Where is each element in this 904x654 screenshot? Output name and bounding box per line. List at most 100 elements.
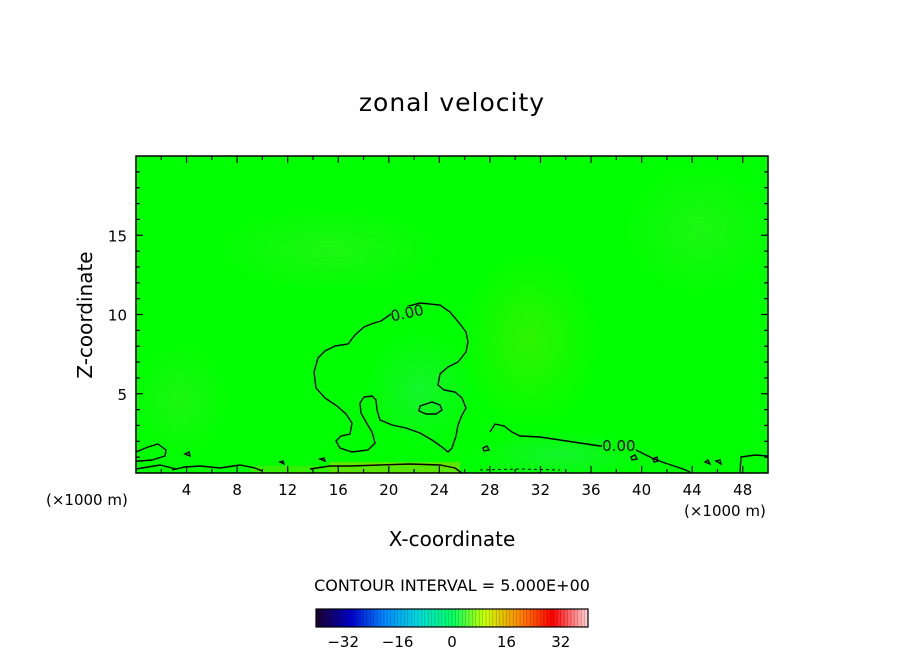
chart-title: zonal velocity [358,88,546,117]
colorbar-swatch [496,609,500,627]
x-tick-label: 8 [232,481,242,499]
colorbar-swatch [397,609,402,627]
colorbar-swatch [407,609,412,627]
y-tick-label: 5 [117,386,127,404]
y-tick-label: 10 [108,307,127,325]
field-shade [460,250,600,430]
colorbar-swatch [322,609,327,627]
colorbar-swatch [533,609,538,627]
colorbar-swatch [326,609,330,627]
colorbar-swatch [441,609,446,627]
colorbar-swatch [475,609,480,627]
colorbar-swatch [445,609,449,627]
x-tick-label: 12 [278,481,297,499]
colorbar-swatch [431,609,436,627]
colorbar-swatch [367,609,371,627]
colorbar-swatch [526,609,531,627]
colorbar [315,608,589,628]
colorbar-swatch [523,609,528,627]
contour-label: 0.00 [602,437,635,455]
colorbar-swatch [435,609,439,627]
contour-surface-right [739,454,768,473]
colorbar-swatch [424,609,429,627]
colorbar-swatch [394,609,398,627]
colorbar-swatch [479,609,483,627]
contour-surface-left-2 [136,464,177,470]
contour-lines [136,302,768,473]
colorbar-tick-label: 16 [497,633,516,651]
colorbar-swatch [401,609,405,627]
colorbar-swatch [373,609,378,627]
colorbar-swatch [537,609,541,627]
colorbar-swatch [316,609,320,627]
colorbar-swatch [506,609,511,627]
zero-contour-main [313,302,469,453]
colorbar-swatch [574,609,579,627]
colorbar-swatch [356,609,361,627]
colorbar-swatch [492,609,497,627]
colorbar-swatch [452,609,456,627]
x-unit-label-left: (×1000 m) [46,491,128,509]
colorbar-swatch [469,609,473,627]
x-tick-label: 4 [182,481,192,499]
colorbar-swatch [343,609,347,627]
colorbar-swatch [509,609,514,627]
colorbar-swatch [339,609,344,627]
colorbar-swatch [384,609,388,627]
colorbar-swatch [486,609,490,627]
colorbar-swatch [438,609,443,627]
x-tick-label: 24 [430,481,449,499]
field-shade [365,330,475,450]
contour-speck [183,450,192,458]
field-shade [136,340,230,460]
colorbar-swatch [421,609,426,627]
colorbar-swatch [428,609,432,627]
contour-surface-band [171,464,263,472]
x-tick-label: 36 [581,481,600,499]
colorbar-swatch [577,609,582,627]
colorbar-swatch [557,609,562,627]
colorbar-swatch [350,609,354,627]
colorbar-swatch [547,609,551,627]
colorbar-swatch [448,609,453,627]
colorbar-swatch [543,609,548,627]
colorbar-swatch [370,609,375,627]
colorbar-frame [315,608,589,628]
colorbar-swatch [472,609,477,627]
colorbar-swatch [489,609,494,627]
x-unit-label-right: (×1000 m) [684,502,766,520]
field-shade [210,205,450,295]
colorbar-swatch [458,609,463,627]
contour-speck [482,445,491,452]
colorbar-swatch [333,609,337,627]
contour-label-bg [390,306,425,321]
contour-surface-left [136,443,167,462]
colorbar-tick-label: −16 [382,633,414,651]
x-tick-label: 44 [683,481,702,499]
colorbar-swatch [319,609,324,627]
colorbar-tick-label: 32 [551,633,570,651]
colorbar-swatch [346,609,351,627]
x-tick-label: 32 [531,481,550,499]
tick-marks [136,156,768,473]
colorbar-swatch [540,609,545,627]
contour-speck [652,455,659,463]
colorbar-swatch [571,609,575,627]
y-tick-label: 15 [108,227,127,245]
contour-dash [479,468,561,471]
x-tick-label: 16 [329,481,348,499]
colorbar-tick-label: −32 [327,633,359,651]
colorbar-swatch [360,609,364,627]
colorbar-swatch [554,609,558,627]
colorbar-swatch [465,609,470,627]
colorbar-swatch [336,609,341,627]
field-shade [620,160,768,300]
colorbar-swatch [353,609,358,627]
colorbar-swatch [584,609,589,627]
contour-small-blob [418,401,443,415]
contour-speck [317,457,327,463]
colorbar-swatch [363,609,368,627]
x-axis-label: X-coordinate [389,527,516,551]
